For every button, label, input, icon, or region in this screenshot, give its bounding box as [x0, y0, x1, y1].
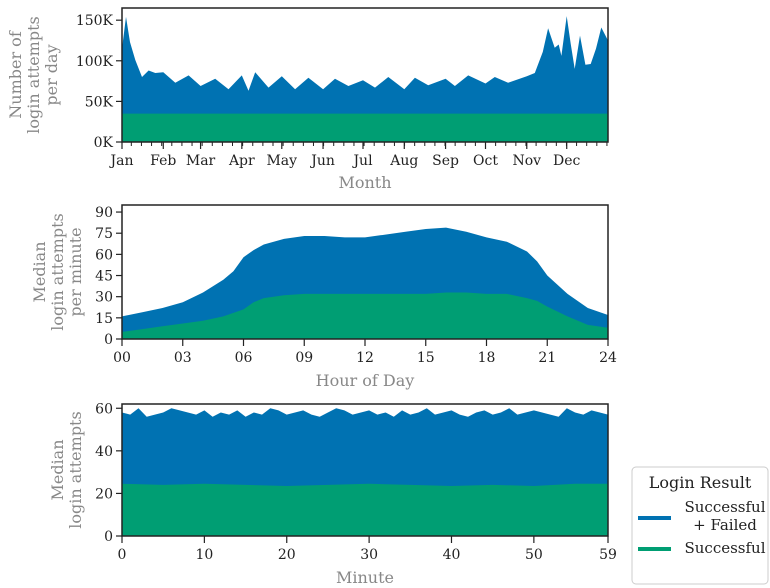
x-tick-label: 20 — [278, 547, 296, 563]
legend-title: Login Result — [649, 473, 752, 492]
y-axis-title-line: per day — [42, 44, 61, 105]
x-tick-label: 40 — [443, 547, 461, 563]
y-axis-title-line: Number of — [6, 30, 25, 119]
legend-entry-label: + Failed — [693, 516, 757, 534]
chart-panel-3: 0 20 40 60 0 10 20 30 40 50 59 Minute Median login at… — [48, 401, 617, 587]
x-tick-label: 24 — [599, 350, 617, 366]
x-tick-label: Jul — [351, 153, 373, 169]
y-tick-label: 150K — [76, 13, 114, 29]
x-tick-label: 18 — [478, 350, 496, 366]
y-tick-label: 50K — [85, 94, 114, 110]
x-axis-title: Month — [338, 173, 391, 192]
y-tick-label: 100K — [76, 54, 114, 70]
area-successful-panel-1 — [122, 113, 608, 142]
y-tick-label: 30 — [95, 290, 113, 306]
y-axis-title-line: Median — [30, 241, 49, 302]
x-tick-label: 15 — [417, 350, 435, 366]
y-tick-label: 40 — [95, 444, 113, 460]
x-tick-label: 06 — [235, 350, 253, 366]
x-tick-label: Apr — [228, 153, 255, 169]
y-tick-label: 0K — [94, 135, 114, 151]
legend-box — [631, 466, 769, 585]
x-tick-label: Mar — [186, 153, 216, 169]
x-tick-label: 0 — [118, 547, 127, 563]
plot-frame — [121, 7, 609, 143]
x-tick-label: 03 — [174, 350, 192, 366]
y-tick-label: 60 — [95, 247, 113, 263]
plot-frame — [121, 403, 609, 537]
x-tick-label: Sep — [432, 153, 459, 169]
y-tick-label: 90 — [95, 205, 113, 221]
x-tick-label: May — [266, 153, 297, 169]
y-tick-label: 15 — [95, 311, 113, 327]
y-axis-title-line: login attempts — [48, 213, 67, 330]
x-tick-label: Dec — [553, 153, 581, 169]
x-tick-label: 12 — [356, 350, 374, 366]
x-tick-label: Aug — [389, 153, 418, 169]
area-successful-panel-2 — [122, 292, 608, 339]
x-tick-label: 21 — [538, 350, 556, 366]
area-successful-panel-3 — [122, 483, 608, 536]
x-tick-label: 50 — [525, 547, 543, 563]
legend-entry-label: Successful — [684, 498, 765, 516]
y-axis-title-line: Median — [48, 439, 67, 500]
x-tick-label: Jun — [309, 153, 335, 169]
x-tick-label: 59 — [599, 547, 617, 563]
y-tick-label: 20 — [95, 486, 113, 502]
x-tick-label: Nov — [512, 153, 541, 169]
x-tick-label: 09 — [295, 350, 313, 366]
y-tick-label: 45 — [95, 269, 113, 285]
x-tick-label: 30 — [360, 547, 378, 563]
y-tick-label: 75 — [95, 226, 113, 242]
x-tick-label: Jan — [109, 153, 134, 169]
y-axis-title-line: per minute — [66, 227, 85, 316]
y-tick-label: 0 — [104, 529, 113, 545]
x-axis-title: Hour of Day — [316, 371, 415, 390]
x-tick-label: 00 — [113, 350, 131, 366]
chart-panel-2: 0 15 30 45 60 75 90 00 03 06 09 12 15 18 21 24 Hour of D… — [30, 204, 617, 390]
y-tick-label: 0 — [104, 332, 113, 348]
x-tick-label: Oct — [473, 153, 498, 169]
x-tick-label: Feb — [150, 153, 176, 169]
legend-entry-label: Successful — [684, 539, 765, 557]
x-axis-title: Minute — [336, 568, 394, 587]
y-axis-title-line: login attempts — [66, 411, 85, 528]
y-axis-title-line: login attempts — [24, 16, 43, 133]
y-tick-label: 60 — [95, 401, 113, 417]
chart-panel-1: 0K 50K 100K 150K Jan Feb Mar Apr May Jun Jul Aug Sep… — [6, 7, 609, 192]
x-tick-label: 10 — [195, 547, 213, 563]
area-successful-failed-panel-1 — [122, 16, 608, 143]
